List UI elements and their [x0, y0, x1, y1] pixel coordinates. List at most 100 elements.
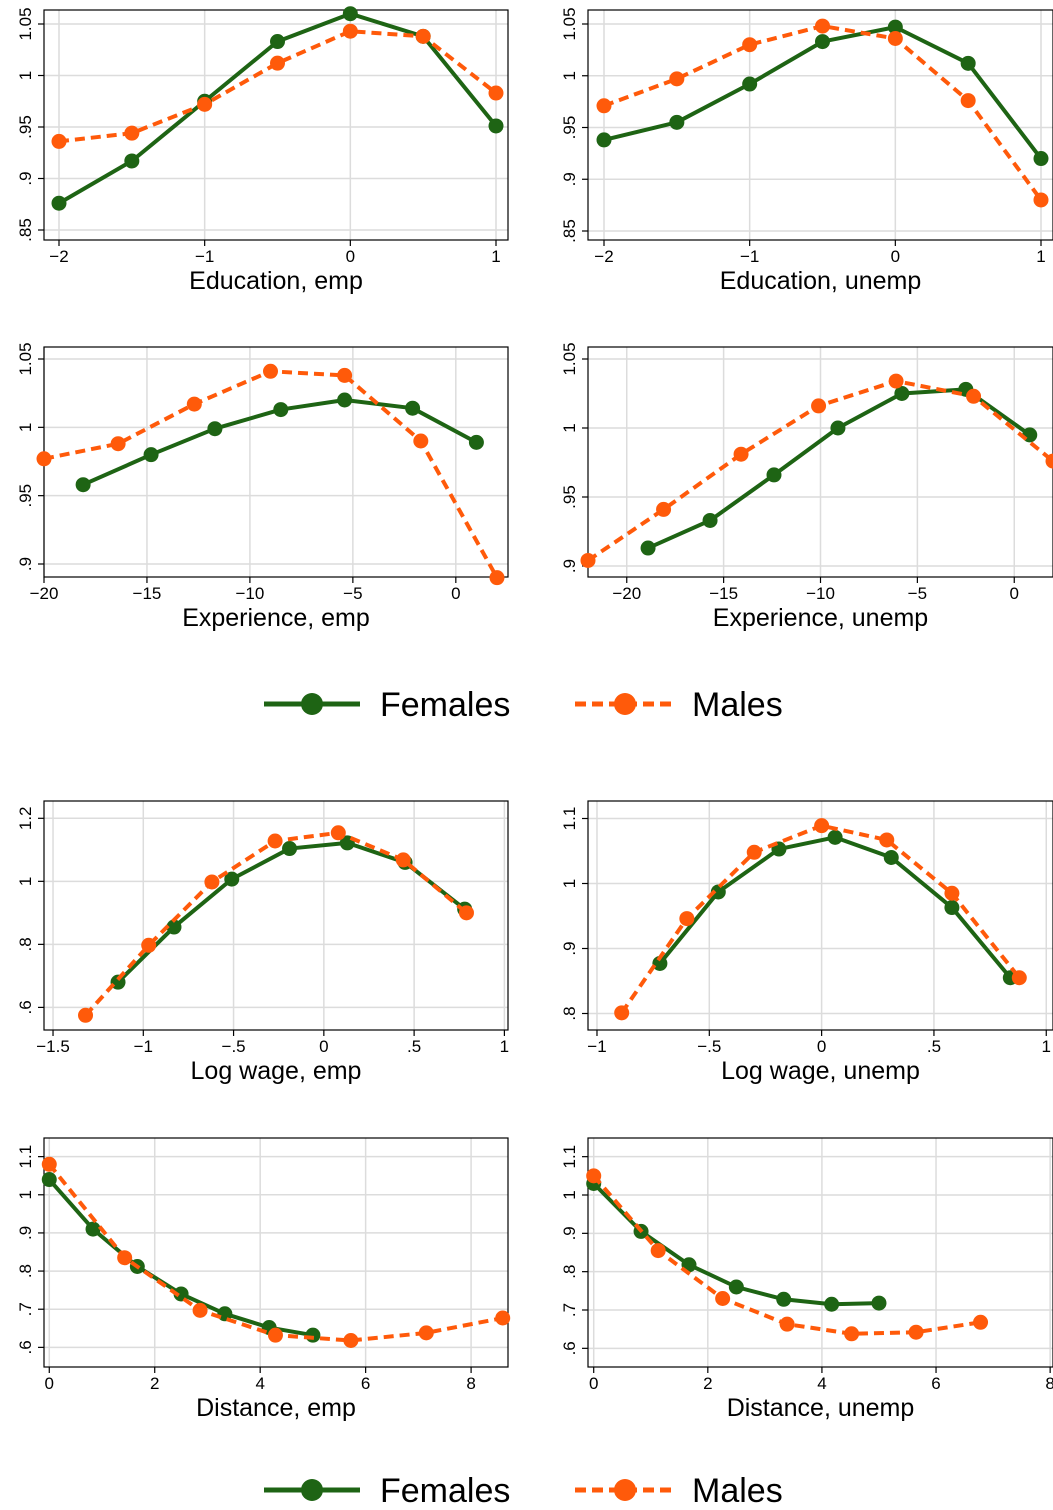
x-axis-title: Education, emp [189, 267, 363, 295]
x-axis-title: Log wage, unemp [721, 1057, 920, 1085]
data-point-males [263, 363, 278, 379]
x-tick-label: 4 [255, 1374, 264, 1393]
series-males [78, 825, 474, 1023]
plot-frame [587, 1137, 1053, 1368]
data-point-males [141, 937, 157, 953]
data-point-females [710, 884, 726, 900]
data-point-females [728, 1279, 744, 1295]
plot-frame [587, 9, 1053, 241]
data-point-males [908, 1324, 924, 1340]
x-tick-label: 0 [1010, 584, 1019, 603]
data-point-males [186, 396, 202, 412]
y-tick-label: .8 [16, 937, 35, 951]
y-tick-label: 1 [16, 877, 35, 886]
y-tick-label: 1.05 [560, 342, 579, 375]
data-point-females [270, 34, 285, 50]
data-point-females [894, 386, 910, 401]
data-point-males [1033, 192, 1049, 208]
x-tick-label: 1 [491, 247, 500, 266]
data-point-females [815, 34, 830, 50]
series-females [51, 6, 504, 211]
legend-label-males: Males [692, 1472, 783, 1510]
data-point-males [197, 96, 213, 112]
data-point-males [596, 98, 612, 114]
y-tick-label: 1 [16, 71, 35, 80]
data-point-males [586, 1168, 602, 1184]
legend-top: Females Males [264, 686, 783, 724]
x-tick-label: 8 [1045, 1374, 1053, 1393]
data-point-males [124, 125, 140, 141]
x-axis-title: Education, unemp [720, 267, 922, 295]
data-point-males [413, 433, 429, 449]
data-point-females [669, 114, 685, 130]
y-tick-label: .7 [16, 1302, 35, 1316]
data-point-males [395, 852, 411, 868]
y-tick-label: 1 [560, 1190, 579, 1199]
y-tick-label: .85 [560, 219, 579, 243]
y-tick-label: .8 [560, 1006, 579, 1020]
data-point-males [746, 844, 762, 860]
data-point-females [776, 1291, 792, 1307]
data-point-males [78, 1007, 94, 1023]
x-tick-label: −1 [195, 247, 214, 266]
series-females [41, 1172, 321, 1343]
data-point-females [305, 1327, 321, 1343]
data-point-females [166, 919, 182, 935]
x-tick-label: −15 [709, 584, 738, 603]
y-tick-label: .95 [560, 485, 579, 509]
series-females [596, 19, 1049, 167]
series-males [614, 818, 1027, 1021]
data-point-males [742, 37, 758, 53]
data-point-males [1011, 970, 1027, 986]
series-line-females [47, 1178, 314, 1338]
series-line-males [47, 1163, 504, 1343]
x-tick-label: 0 [346, 247, 355, 266]
data-point-males [580, 552, 596, 568]
y-tick-label: .9 [560, 172, 579, 186]
y-tick-label: 1.2 [16, 806, 35, 830]
series-females [75, 392, 484, 493]
x-tick-label: 0 [319, 1037, 328, 1056]
data-point-males [495, 1310, 511, 1326]
plot-frame [43, 1137, 509, 1368]
x-tick-label: −5 [343, 584, 362, 603]
x-tick-label: −2 [594, 247, 613, 266]
chart-panel-2: −2 −1 0 1 .85 .9 .95 1 1.05 Education, unemp [560, 7, 1053, 295]
x-tick-label: −20 [30, 584, 59, 603]
y-tick-label: .8 [560, 1265, 579, 1279]
series-males [586, 1168, 989, 1342]
x-axis-title: Distance, emp [196, 1394, 356, 1422]
data-point-females [273, 402, 289, 418]
x-tick-label: 0 [817, 1037, 826, 1056]
data-point-males [489, 570, 505, 586]
legend-marker-females [301, 1479, 323, 1501]
series-males [596, 18, 1049, 208]
data-point-females [143, 447, 159, 463]
data-point-males [966, 388, 982, 404]
x-tick-label: .5 [927, 1037, 941, 1056]
data-point-males [267, 1327, 283, 1343]
y-tick-label: 1.05 [16, 342, 35, 375]
data-point-males [650, 1243, 666, 1259]
x-tick-label: 6 [931, 1374, 940, 1393]
y-tick-label: 1 [16, 1190, 35, 1199]
plot-frame [43, 346, 509, 578]
data-point-females [85, 1221, 101, 1237]
x-tick-label: −20 [612, 584, 641, 603]
data-point-females [337, 392, 353, 408]
data-point-females [883, 850, 899, 865]
y-tick-label: .9 [560, 559, 579, 573]
y-tick-label: 1.05 [560, 7, 579, 40]
y-tick-label: .7 [560, 1303, 579, 1317]
y-tick-label: .9 [16, 171, 35, 185]
x-tick-label: 0 [589, 1374, 598, 1393]
data-point-females [824, 1296, 840, 1312]
data-point-females [596, 132, 612, 148]
x-tick-label: 1 [1042, 1037, 1051, 1056]
y-tick-label: .95 [16, 484, 35, 508]
data-point-males [887, 30, 903, 46]
series-males [41, 1156, 511, 1349]
x-tick-label: −10 [235, 584, 264, 603]
data-point-females [702, 512, 718, 528]
data-point-females [652, 955, 668, 971]
